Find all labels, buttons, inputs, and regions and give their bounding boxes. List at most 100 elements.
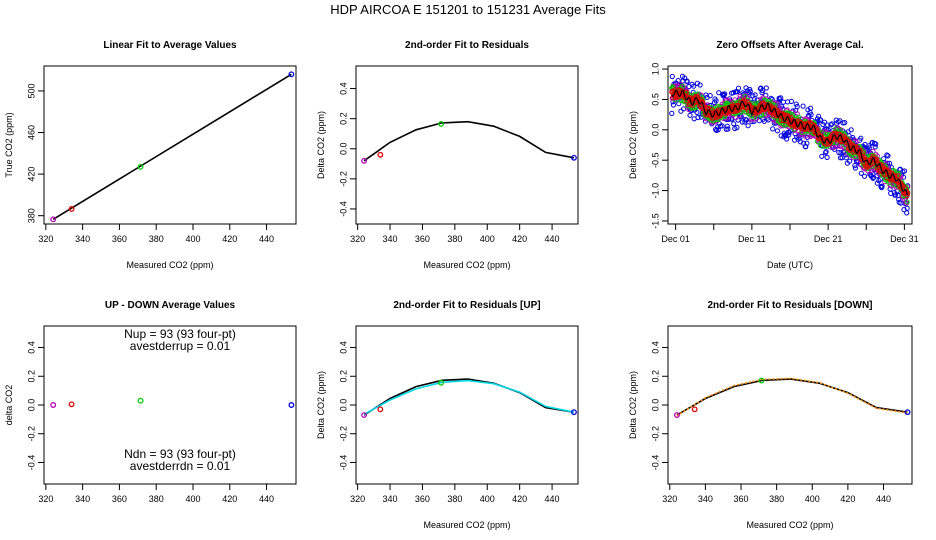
data-point-tank4 xyxy=(570,154,577,161)
x-tick-label: 440 xyxy=(259,494,274,504)
plot-area xyxy=(50,397,295,408)
plot-title: 2nd-order Fit to Residuals xyxy=(405,40,529,51)
y-tick-label: 460 xyxy=(26,125,36,140)
figure-title: HDP AIRCOA E 151201 to 151231 Average Fi… xyxy=(330,2,606,17)
data-point-tank3 xyxy=(438,120,445,127)
x-tick-label: 400 xyxy=(480,234,495,244)
data-point xyxy=(852,163,858,169)
x-tick-label: 400 xyxy=(805,494,820,504)
plot-frame xyxy=(667,325,913,485)
data-point xyxy=(848,127,854,133)
x-axis-label: Measured CO2 (ppm) xyxy=(126,260,213,270)
plot-p3: Zero Offsets After Average Cal. Date (UTC… xyxy=(628,40,919,270)
series-mean xyxy=(671,89,908,196)
data-point xyxy=(719,123,725,129)
data-point xyxy=(904,199,910,205)
data-point xyxy=(743,117,750,123)
data-point xyxy=(847,158,853,164)
y-tick-label: 0.0 xyxy=(650,124,660,137)
data-point xyxy=(694,109,700,116)
y-tick-label: 0.4 xyxy=(26,341,36,354)
data-point xyxy=(782,112,788,118)
data-point xyxy=(819,153,825,159)
data-point xyxy=(858,170,864,176)
y-tick-label: 0.2 xyxy=(338,112,348,125)
y-axis-label: Delta CO2 (ppm) xyxy=(628,111,638,179)
plot-p2: 2nd-order Fit to Residuals Measured CO2 (… xyxy=(316,40,579,270)
x-tick-label: 420 xyxy=(512,494,527,504)
annotation-text: avestderrdn = 0.01 xyxy=(130,459,231,473)
data-point xyxy=(821,119,828,125)
y-tick-label: 0.2 xyxy=(650,370,660,383)
x-tick-label: 380 xyxy=(447,494,462,504)
data-point-tank4 xyxy=(288,71,295,78)
data-point xyxy=(896,196,902,202)
data-point xyxy=(784,136,790,142)
data-point xyxy=(905,190,911,196)
series-blue xyxy=(669,73,911,216)
data-point xyxy=(836,149,842,156)
y-tick-label: -1.0 xyxy=(650,183,660,199)
data-point xyxy=(722,91,728,97)
data-point xyxy=(829,121,835,127)
data-point xyxy=(747,88,753,95)
y-tick-label: -1.5 xyxy=(650,213,660,229)
x-tick-label: 380 xyxy=(769,494,784,504)
y-axis-label: Delta CO2 (ppm) xyxy=(628,371,638,439)
plot-frame xyxy=(355,65,579,225)
data-point xyxy=(858,135,864,141)
series-fit xyxy=(52,73,292,220)
plot-title: Zero Offsets After Average Cal. xyxy=(716,40,863,51)
x-tick-label: Dec 11 xyxy=(738,234,766,244)
data-point xyxy=(707,93,713,99)
data-point xyxy=(788,98,795,105)
x-axis-label: Measured CO2 (ppm) xyxy=(746,520,833,530)
y-tick-label: 0.4 xyxy=(338,341,348,354)
y-tick-label: 0.0 xyxy=(338,143,348,156)
plot-p6: 2nd-order Fit to Residuals [DOWN] Measure… xyxy=(628,300,913,530)
data-point-tank2 xyxy=(68,205,75,212)
x-tick-label: 360 xyxy=(112,494,127,504)
data-point xyxy=(675,78,681,84)
data-point xyxy=(859,150,866,156)
data-point xyxy=(903,186,909,192)
y-tick-label: -0.2 xyxy=(650,426,660,442)
data-point xyxy=(678,108,684,114)
x-axis-label: Measured CO2 (ppm) xyxy=(423,520,510,530)
data-point-tank3 xyxy=(137,163,144,170)
data-point xyxy=(808,105,814,111)
x-axis-label: Date (UTC) xyxy=(767,260,813,270)
data-point xyxy=(731,121,737,127)
data-point xyxy=(697,82,703,88)
plot-area xyxy=(673,377,911,419)
data-point xyxy=(763,85,769,91)
y-tick-label: 0.2 xyxy=(338,370,348,383)
plot-title: Linear Fit to Average Values xyxy=(103,40,237,51)
x-tick-label: 340 xyxy=(75,494,90,504)
x-tick-label: 440 xyxy=(545,494,560,504)
data-point xyxy=(780,99,787,105)
data-point xyxy=(793,101,799,107)
data-point xyxy=(843,155,849,161)
y-axis-label: Delta CO2 (ppm) xyxy=(316,111,326,179)
data-point xyxy=(824,154,830,160)
x-tick-label: 380 xyxy=(447,234,462,244)
data-point xyxy=(842,120,848,126)
x-tick-label: Dec 01 xyxy=(661,234,690,244)
y-tick-label: -0.2 xyxy=(338,171,348,187)
data-point xyxy=(745,123,751,129)
annotation-text: Nup = 93 (93 four-pt) xyxy=(124,327,236,341)
data-point xyxy=(814,116,821,122)
x-tick-label: 400 xyxy=(185,494,200,504)
y-tick-label: -0.2 xyxy=(26,426,36,442)
x-tick-label: 420 xyxy=(512,234,527,244)
x-tick-label: 420 xyxy=(222,234,237,244)
data-point xyxy=(739,119,745,125)
data-point xyxy=(838,150,844,156)
x-tick-label: 320 xyxy=(350,234,365,244)
x-tick-label: 340 xyxy=(698,494,713,504)
x-tick-label: 360 xyxy=(415,494,430,504)
data-point-tank2 xyxy=(691,406,698,413)
data-point xyxy=(895,173,901,179)
data-point xyxy=(774,128,781,134)
